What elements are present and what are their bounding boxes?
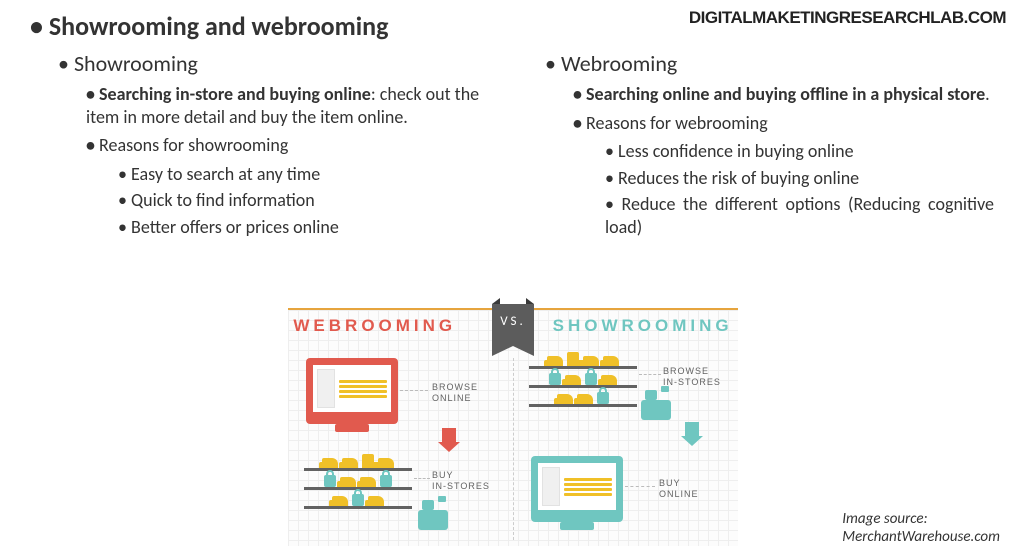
infographic: WEBROOMING SHOWROOMING VS. BROWSE ONLINE… [288, 308, 738, 546]
two-columns: Showrooming Searching in-store and buyin… [30, 50, 994, 242]
label-browse-online: BROWSE ONLINE [432, 382, 478, 404]
right-definition-rest: . [985, 83, 990, 105]
vs-badge: VS. [492, 304, 534, 346]
shelves-left [304, 452, 412, 509]
webrooming-panel: BROWSE ONLINE BUY IN-STORES [288, 356, 513, 540]
right-reasons-label: Reasons for webrooming [573, 112, 994, 135]
right-definition-bold: Searching online and buying offline in a… [586, 83, 985, 105]
header-webrooming: WEBROOMING [293, 316, 456, 335]
slide-content: Showrooming and webrooming Showrooming S… [0, 0, 1024, 242]
left-reason-0: Easy to search at any time [118, 163, 507, 186]
register-right [641, 400, 671, 420]
left-definition: Searching in-store and buying online: ch… [86, 83, 507, 128]
left-reason-2: Better offers or prices online [118, 216, 507, 239]
left-heading: Showrooming [58, 50, 507, 77]
watermark: DIGITALMAKETINGRESEARCHLAB.COM [689, 8, 1006, 28]
left-column: Showrooming Searching in-store and buyin… [30, 50, 507, 242]
source-value: MerchantWarehouse.com [842, 528, 1000, 546]
right-reason-2: Reduce the different options (Reducing c… [605, 193, 994, 238]
right-definition: Searching online and buying offline in a… [573, 83, 994, 106]
left-definition-bold: Searching in-store and buying online [99, 83, 371, 105]
showrooming-panel: BROWSE IN-STORES BUY ONLINE [513, 356, 738, 540]
label-buy-online: BUY ONLINE [659, 478, 699, 500]
right-reason-0: Less confidence in buying online [605, 140, 994, 163]
arrow-teal [681, 422, 703, 444]
label-browse-instores: BROWSE IN-STORES [663, 366, 721, 388]
dash-2 [414, 478, 430, 479]
left-reasons-label: Reasons for showrooming [86, 134, 507, 157]
right-heading: Webrooming [545, 50, 994, 77]
register-left [418, 510, 448, 530]
arrow-red [438, 428, 460, 450]
header-showrooming: SHOWROOMING [553, 316, 733, 335]
left-reason-1: Quick to find information [118, 189, 507, 212]
monitor-red [306, 358, 398, 424]
right-column: Webrooming Searching online and buying o… [517, 50, 994, 242]
right-reason-1: Reduces the risk of buying online [605, 167, 994, 190]
dash-1 [400, 390, 428, 391]
dash-4 [625, 486, 655, 487]
shelves-right [529, 350, 637, 407]
dash-3 [639, 374, 661, 375]
image-source: Image source: MerchantWarehouse.com [842, 510, 1000, 546]
source-label: Image source: [842, 510, 927, 528]
vs-text: VS. [492, 314, 534, 329]
label-buy-instores: BUY IN-STORES [432, 470, 490, 492]
monitor-teal [531, 456, 623, 522]
